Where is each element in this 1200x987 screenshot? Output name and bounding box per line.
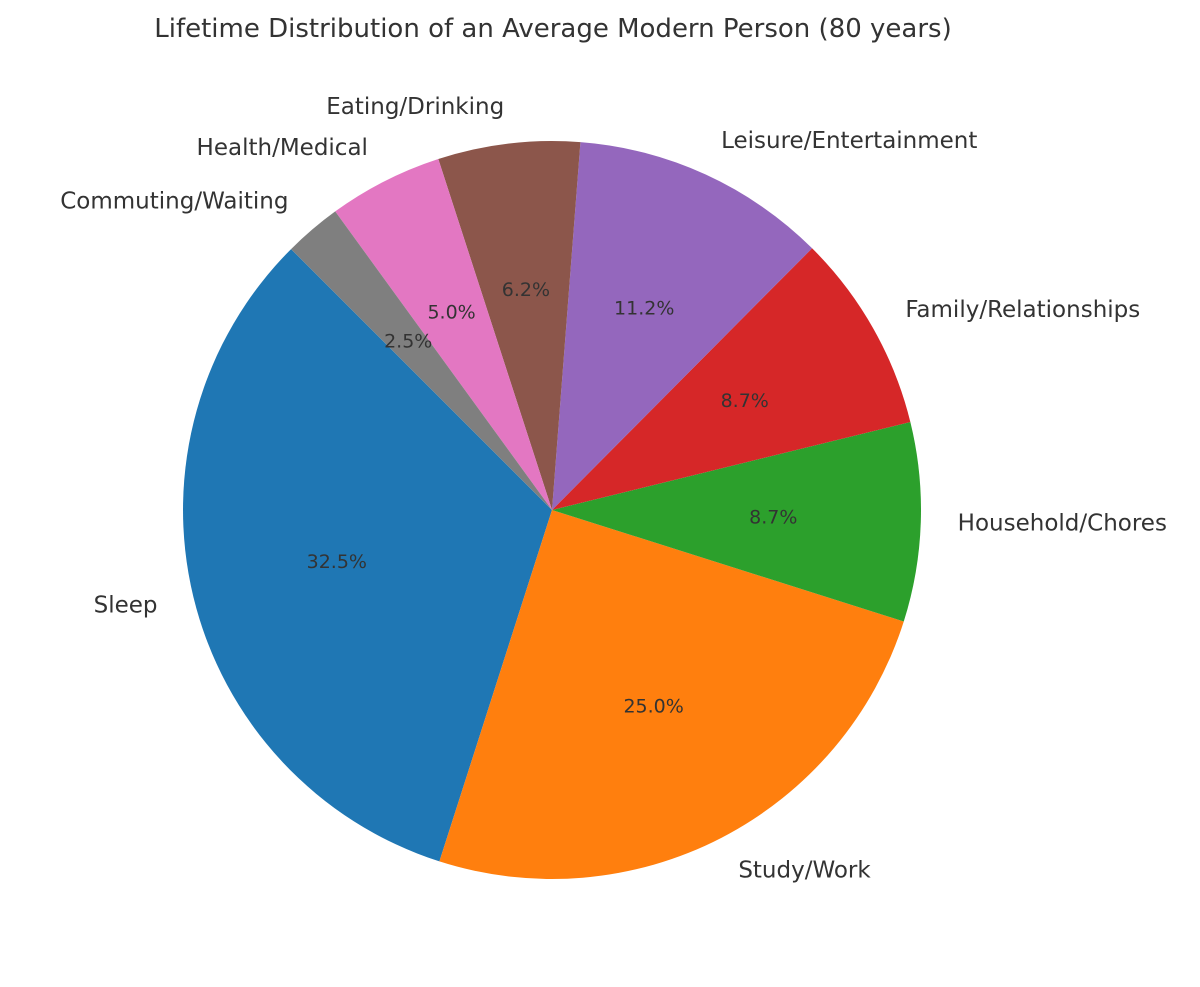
pct-label-family-relationships: 8.7% (721, 390, 769, 412)
category-label-family-relationships: Family/Relationships (905, 297, 1140, 323)
pct-label-household-chores: 8.7% (749, 506, 797, 528)
pie-slice-study-work (439, 510, 904, 879)
pie-slices (183, 141, 921, 879)
pct-label-health-medical: 5.0% (427, 302, 475, 324)
pie-slice-eating-drinking (438, 141, 581, 510)
pie-slice-household-chores (552, 422, 921, 622)
percentage-labels: 32.5% 25.0% 8.7% 8.7% 11.2% 6.2% 5.0% 2.5% (307, 279, 798, 718)
chart-title: Lifetime Distribution of an Average Mode… (154, 14, 951, 44)
category-label-household-chores: Household/Chores (958, 510, 1167, 536)
category-label-leisure-entertainment: Leisure/Entertainment (721, 128, 977, 154)
category-labels: Sleep Study/Work Household/Chores Family/Re… (60, 94, 1167, 884)
pct-label-eating-drinking: 6.2% (502, 279, 550, 301)
category-label-eating-drinking: Eating/Drinking (326, 94, 504, 120)
pct-label-study-work: 25.0% (623, 696, 683, 718)
category-label-study-work: Study/Work (738, 858, 871, 884)
category-label-health-medical: Health/Medical (197, 135, 368, 161)
category-label-sleep: Sleep (94, 593, 158, 619)
pct-label-commuting-waiting: 2.5% (384, 331, 432, 353)
pie-slice-commuting-waiting (291, 211, 552, 510)
pct-label-sleep: 32.5% (307, 551, 367, 573)
pie-slice-leisure-entertainment (552, 142, 813, 510)
pie-slice-sleep (183, 249, 552, 862)
pie-slice-health-medical (335, 158, 552, 510)
pie-slice-family-relationships (552, 248, 911, 510)
pct-label-leisure-entertainment: 11.2% (614, 298, 674, 320)
category-label-commuting-waiting: Commuting/Waiting (60, 188, 288, 214)
